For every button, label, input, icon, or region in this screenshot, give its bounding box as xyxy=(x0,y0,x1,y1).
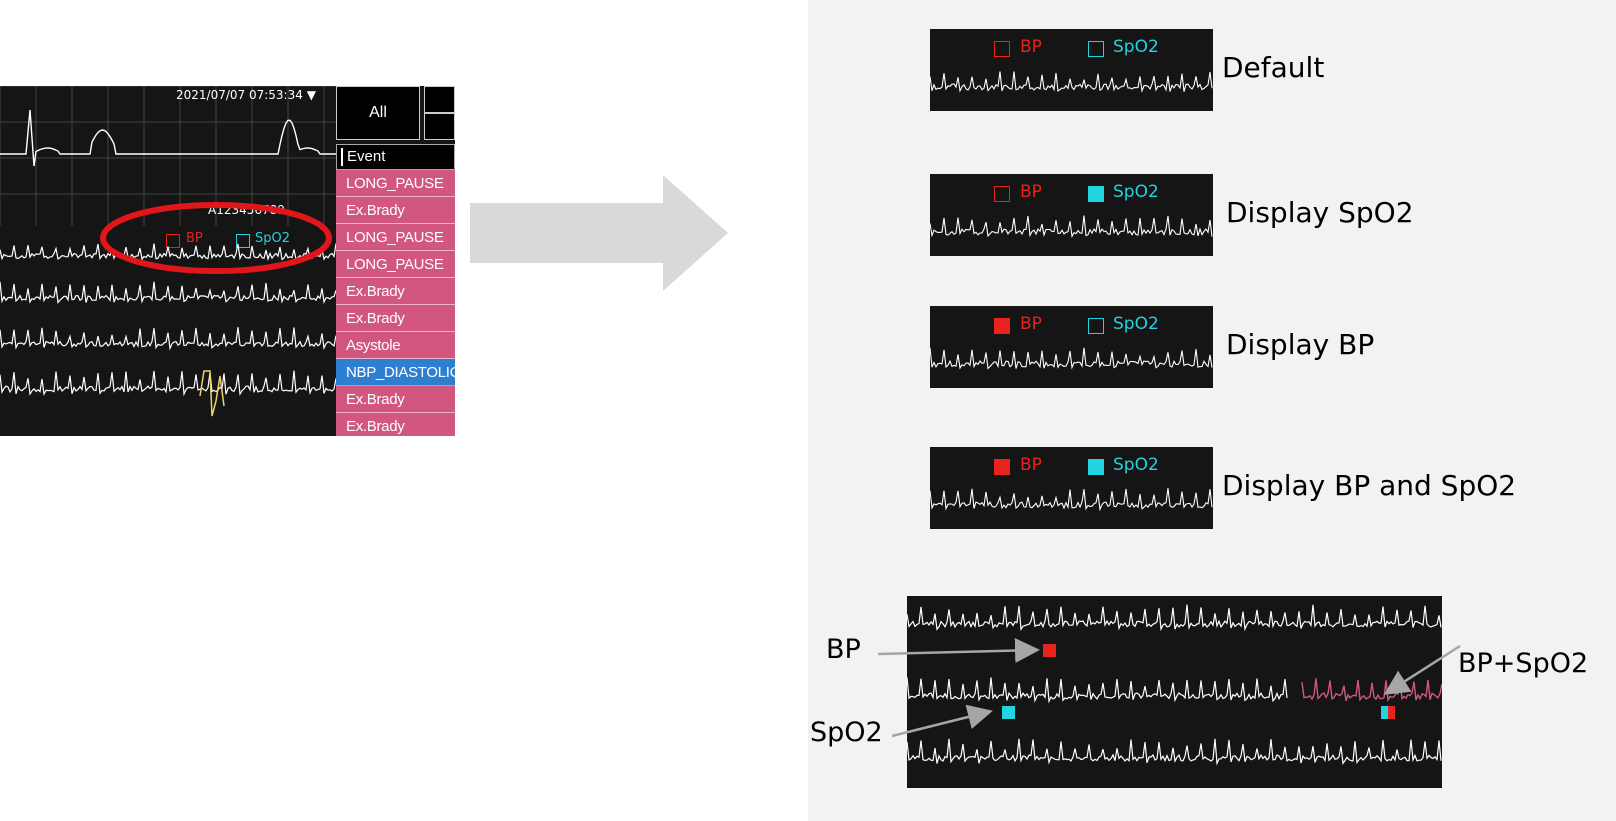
spo2-label: SpO2 xyxy=(1113,37,1159,57)
example-strip xyxy=(906,596,1443,788)
variant-caption: Display BP and SpO2 xyxy=(1222,469,1517,502)
spo2-checkbox[interactable] xyxy=(236,234,250,248)
bp-spo2-marker-spo2 xyxy=(1381,706,1388,719)
spo2-label: SpO2 xyxy=(1113,455,1159,475)
ecg-strip-3 xyxy=(0,327,336,351)
ecg-waveform xyxy=(930,488,1213,512)
event-list-item[interactable]: LONG_PAUSE xyxy=(336,224,455,251)
variant-strip: BP SpO2 xyxy=(930,447,1213,529)
spo2-checkbox[interactable] xyxy=(1088,41,1104,57)
timestamp-dropdown[interactable]: 2021/07/07 07:53:34 ▼ xyxy=(176,88,316,102)
bp-spo2-annotation-label: BP+SpO2 xyxy=(1458,648,1589,679)
spo2-annotation-label: SpO2 xyxy=(810,717,883,748)
spo2-checkbox[interactable] xyxy=(1088,459,1104,475)
bp-label: BP xyxy=(186,231,203,246)
spo2-checkbox[interactable] xyxy=(1088,318,1104,334)
ecg-strip-2 xyxy=(0,281,336,305)
spo2-marker xyxy=(1002,706,1015,719)
bp-checkbox[interactable] xyxy=(166,234,180,248)
event-list-item[interactable]: NBP_DIASTOLIC xyxy=(336,359,455,386)
variant-caption: Display BP xyxy=(1226,328,1375,361)
ecg-highlight-segment xyxy=(199,370,225,417)
variant-strip: BP SpO2 xyxy=(930,174,1213,256)
bp-label: BP xyxy=(1020,455,1042,475)
bp-checkbox[interactable] xyxy=(994,186,1010,202)
bp-marker xyxy=(1043,644,1056,657)
ecg-grid-plot xyxy=(0,86,336,226)
spo2-label: SpO2 xyxy=(1113,182,1159,202)
bp-spo2-marker-bp xyxy=(1388,706,1395,719)
monitor-screen: 2021/07/07 07:53:34 ▼ All A123456789 BP … xyxy=(0,86,455,436)
variant-caption: Default xyxy=(1222,51,1325,84)
spo2-checkbox[interactable] xyxy=(1088,186,1104,202)
event-list-item[interactable]: Ex.Brady xyxy=(336,386,455,413)
bp-checkbox[interactable] xyxy=(994,318,1010,334)
annotation-arrows xyxy=(877,638,1461,738)
event-list-item[interactable]: LONG_PAUSE xyxy=(336,251,455,278)
event-list-item[interactable]: Asystole xyxy=(336,332,455,359)
spo2-label: SpO2 xyxy=(255,231,291,246)
right-arrow-icon xyxy=(470,175,728,291)
ecg-waveform xyxy=(930,71,1213,93)
ecg-strip-4 xyxy=(0,370,336,397)
event-list-item[interactable]: Ex.Brady xyxy=(336,197,455,224)
variant-strip: BP SpO2 xyxy=(930,306,1213,388)
bp-label: BP xyxy=(1020,314,1042,334)
event-list-item[interactable]: Ex.Brady xyxy=(336,413,455,436)
bp-checkbox[interactable] xyxy=(994,41,1010,57)
ecg-strip-1 xyxy=(0,243,336,262)
event-list: Event LONG_PAUSE Ex.Brady LONG_PAUSE LONG_P… xyxy=(336,144,455,436)
ecg-lead-waveform xyxy=(0,109,336,167)
all-button[interactable]: All xyxy=(336,86,420,140)
highlight-ellipse xyxy=(100,202,332,274)
side-button-divider xyxy=(424,112,455,114)
event-list-header[interactable]: Event xyxy=(336,144,455,170)
event-list-item[interactable]: LONG_PAUSE xyxy=(336,170,455,197)
event-list-item[interactable]: Ex.Brady xyxy=(336,305,455,332)
bp-checkbox[interactable] xyxy=(994,459,1010,475)
variant-strip: BP SpO2 xyxy=(930,29,1213,111)
bp-annotation-label: BP xyxy=(826,634,861,665)
bp-label: BP xyxy=(1020,182,1042,202)
bp-label: BP xyxy=(1020,37,1042,57)
event-list-item[interactable]: Ex.Brady xyxy=(336,278,455,305)
ecg-strips xyxy=(0,243,336,417)
example-waveforms xyxy=(906,604,1443,766)
ecg-waveform xyxy=(930,215,1213,239)
variant-caption: Display SpO2 xyxy=(1226,196,1414,229)
ecg-waveform xyxy=(930,347,1213,370)
spo2-label: SpO2 xyxy=(1113,314,1159,334)
